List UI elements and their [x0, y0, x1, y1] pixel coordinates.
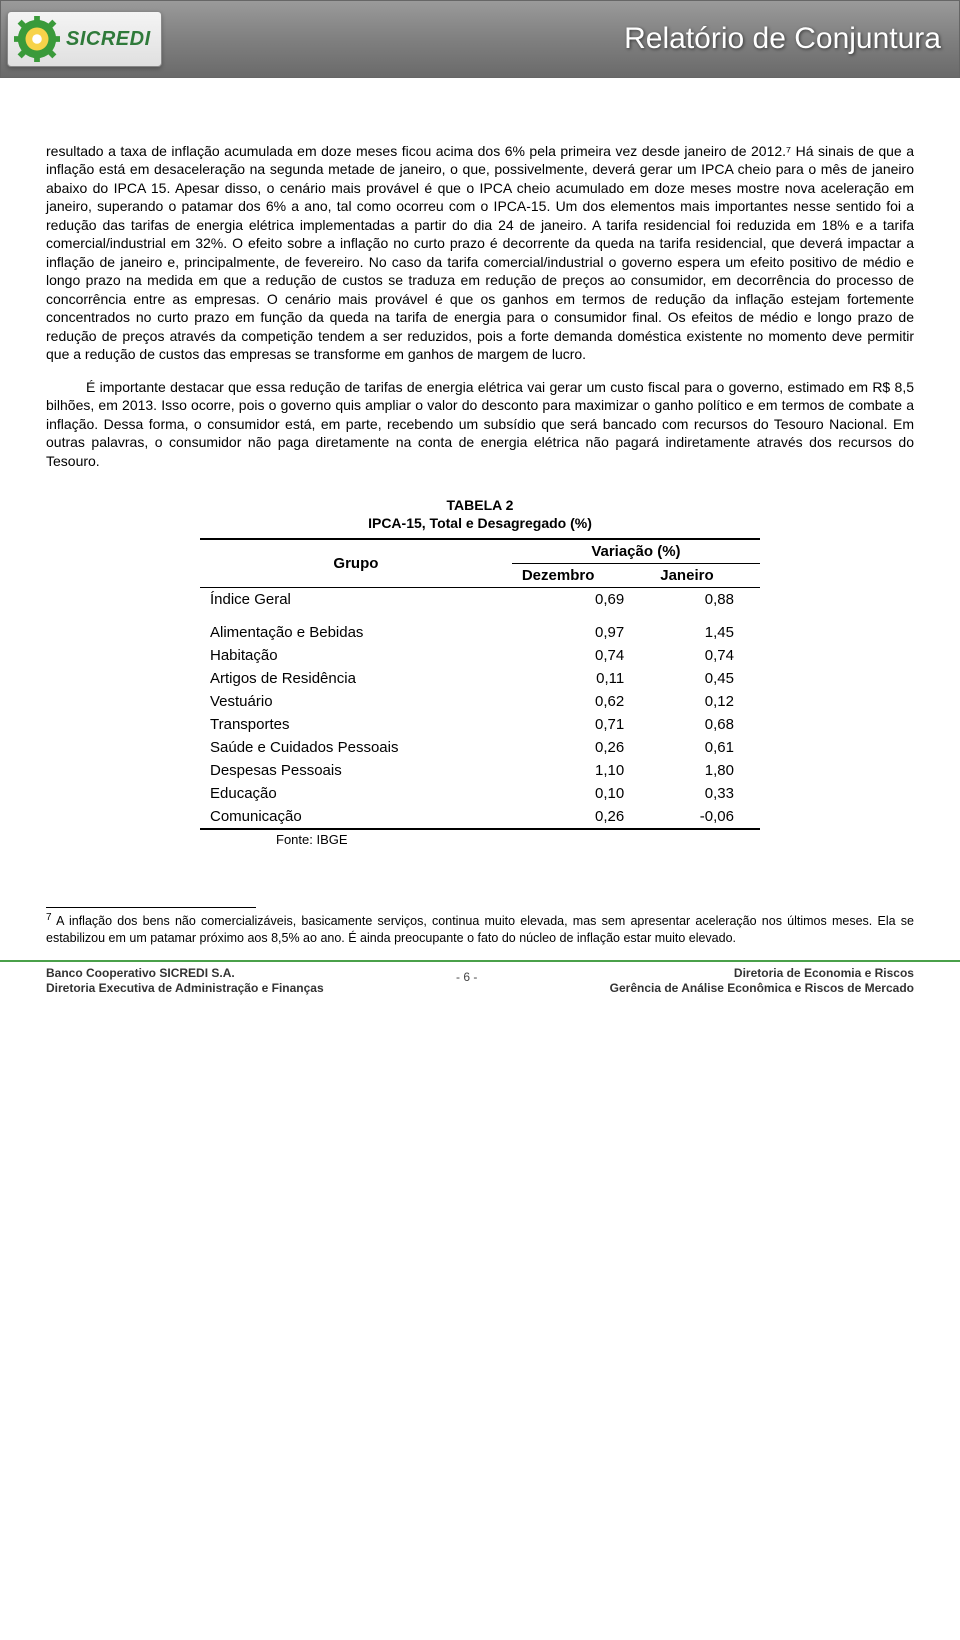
table-cell-dezembro: 0,11: [512, 667, 650, 690]
table-cell-label: Comunicação: [200, 805, 512, 829]
table-cell-janeiro: 0,61: [650, 736, 760, 759]
table-title: TABELA 2 IPCA-15, Total e Desagregado (%…: [46, 496, 914, 532]
table-cell-label: Transportes: [200, 713, 512, 736]
table-cell-janeiro: 0,74: [650, 644, 760, 667]
table-cell-dezembro: 1,10: [512, 759, 650, 782]
page-footer: Banco Cooperativo SICREDI S.A. Diretoria…: [0, 960, 960, 1010]
table-cell-dezembro: 0,69: [512, 588, 650, 612]
table-cell-dezembro: 0,62: [512, 690, 650, 713]
table-row: Transportes0,710,68: [200, 713, 760, 736]
col-header-variacao: Variação (%): [512, 539, 760, 564]
table-row: Habitação0,740,74: [200, 644, 760, 667]
footer-right-line2: Gerência de Análise Econômica e Riscos d…: [610, 981, 914, 995]
table-cell-label: Artigos de Residência: [200, 667, 512, 690]
table-cell-janeiro: -0,06: [650, 805, 760, 829]
table-row: Comunicação0,26-0,06: [200, 805, 760, 829]
table-cell-janeiro: 1,45: [650, 621, 760, 644]
footer-page-number: - 6 -: [456, 966, 477, 984]
table-row: Artigos de Residência0,110,45: [200, 667, 760, 690]
table-cell-dezembro: 0,97: [512, 621, 650, 644]
table-title-line2: IPCA-15, Total e Desagregado (%): [368, 515, 592, 531]
footnote-separator: [46, 907, 256, 908]
gear-icon: [14, 16, 60, 62]
col-header-dezembro: Dezembro: [512, 564, 650, 588]
footnote-text: A inflação dos bens não comercializáveis…: [46, 915, 914, 945]
table-cell-label: Saúde e Cuidados Pessoais: [200, 736, 512, 759]
brand-name: SICREDI: [66, 28, 151, 51]
table-cell-label: Índice Geral: [200, 588, 512, 612]
table-cell-label: Educação: [200, 782, 512, 805]
footer-right-line1: Diretoria de Economia e Riscos: [734, 966, 914, 980]
table-cell-label: Vestuário: [200, 690, 512, 713]
footer-left-line2: Diretoria Executiva de Administração e F…: [46, 981, 324, 995]
table-cell-dezembro: 0,71: [512, 713, 650, 736]
brand-logo: SICREDI: [7, 11, 162, 67]
table-cell-dezembro: 0,10: [512, 782, 650, 805]
paragraph-2: É importante destacar que essa redução d…: [46, 378, 914, 470]
col-header-grupo: Grupo: [200, 539, 512, 588]
table-cell-janeiro: 1,80: [650, 759, 760, 782]
table-cell-label: Despesas Pessoais: [200, 759, 512, 782]
table-cell-janeiro: 0,12: [650, 690, 760, 713]
table-title-line1: TABELA 2: [447, 497, 514, 513]
table-cell-dezembro: 0,74: [512, 644, 650, 667]
table-row: Educação0,100,33: [200, 782, 760, 805]
footer-right: Diretoria de Economia e Riscos Gerência …: [610, 966, 914, 996]
table-row: Saúde e Cuidados Pessoais0,260,61: [200, 736, 760, 759]
paragraph-1: resultado a taxa de inflação acumulada e…: [46, 142, 914, 364]
table-source: Fonte: IBGE: [200, 832, 760, 847]
table-cell-dezembro: 0,26: [512, 736, 650, 759]
ipca-table: Grupo Variação (%) Dezembro Janeiro Índi…: [200, 538, 760, 830]
footer-left-line1: Banco Cooperativo SICREDI S.A.: [46, 966, 235, 980]
table-cell-janeiro: 0,45: [650, 667, 760, 690]
col-header-janeiro: Janeiro: [650, 564, 760, 588]
page-header: SICREDI Relatório de Conjuntura: [0, 0, 960, 78]
page-content: resultado a taxa de inflação acumulada e…: [0, 78, 960, 847]
table-row: Despesas Pessoais1,101,80: [200, 759, 760, 782]
table-cell-label: Habitação: [200, 644, 512, 667]
table-cell-janeiro: 0,68: [650, 713, 760, 736]
footnote: 7 A inflação dos bens não comercializáve…: [0, 912, 960, 959]
table-cell-janeiro: 0,88: [650, 588, 760, 612]
footnote-marker: 7: [46, 912, 52, 923]
table-cell-dezembro: 0,26: [512, 805, 650, 829]
table-cell-janeiro: 0,33: [650, 782, 760, 805]
table-cell-label: Alimentação e Bebidas: [200, 621, 512, 644]
footer-left: Banco Cooperativo SICREDI S.A. Diretoria…: [46, 966, 324, 996]
table-row: Vestuário0,620,12: [200, 690, 760, 713]
table-row: Alimentação e Bebidas0,971,45: [200, 621, 760, 644]
table-row: Índice Geral0,690,88: [200, 588, 760, 612]
header-title: Relatório de Conjuntura: [624, 22, 941, 56]
